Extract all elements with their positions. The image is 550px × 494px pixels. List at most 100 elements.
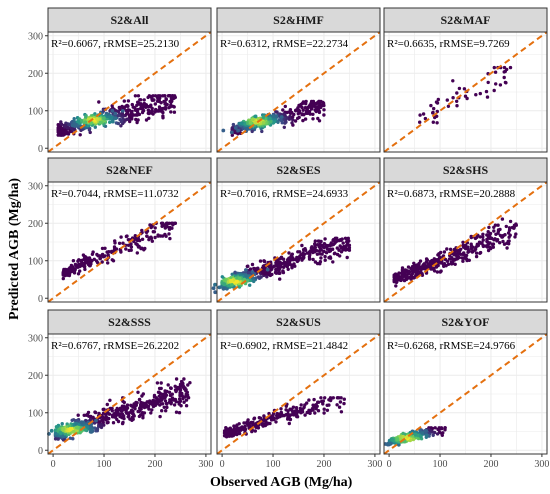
data-point (291, 115, 295, 119)
data-point (229, 430, 233, 434)
data-point (303, 248, 308, 252)
data-point-dense (267, 116, 272, 121)
data-point (246, 418, 250, 422)
data-point (130, 102, 134, 107)
data-point (443, 426, 447, 430)
facet-panel-s2-sss: S2&SSS R²=0.6767, rRMSE=26.2202 0 100 200 300… (28, 309, 213, 470)
data-point (461, 240, 465, 244)
data-point (128, 119, 132, 124)
panel-grid: S2&All R²=0.6067, rRMSE=25.2130 0 100 200 300… (28, 7, 549, 470)
data-point (322, 245, 326, 250)
data-point (451, 96, 455, 100)
data-point (283, 263, 287, 268)
data-point (455, 104, 459, 108)
panel-border (216, 333, 381, 455)
stat-annotation: R²=0.7016, rRMSE=24.6933 (220, 188, 349, 200)
data-point (410, 272, 414, 276)
data-point (56, 128, 60, 132)
data-point-dense (113, 116, 118, 121)
facet-strip-title: S2&SES (276, 163, 320, 177)
data-point (147, 116, 151, 121)
data-point (247, 424, 251, 428)
data-point (504, 81, 508, 85)
data-point (173, 95, 177, 100)
data-point (119, 235, 123, 239)
data-point-dense (213, 282, 217, 287)
data-point (167, 390, 172, 394)
data-point (140, 411, 145, 415)
data-point (178, 382, 183, 387)
data-point (502, 75, 506, 80)
data-point (76, 259, 80, 263)
data-point (267, 411, 271, 416)
data-point (442, 250, 447, 254)
data-point (265, 421, 270, 425)
data-point (250, 262, 255, 267)
data-point (452, 253, 456, 257)
data-point (317, 239, 321, 243)
data-point (423, 116, 428, 121)
data-point (93, 410, 98, 415)
data-point (100, 246, 105, 251)
data-point (253, 429, 257, 433)
data-point (465, 96, 469, 101)
data-point (129, 408, 134, 412)
data-point (114, 109, 119, 113)
data-point (124, 118, 128, 122)
data-point (261, 264, 265, 268)
data-point (301, 108, 305, 112)
data-point (116, 419, 121, 424)
data-point (412, 264, 416, 268)
data-point (317, 249, 321, 253)
stat-annotation: R²=0.6635, rRMSE=9.7269 (387, 38, 510, 50)
data-point (323, 237, 327, 241)
data-point (492, 88, 496, 93)
data-point (278, 271, 282, 275)
data-point (115, 406, 119, 411)
data-point (130, 117, 134, 121)
data-point (53, 428, 58, 433)
data-point (435, 258, 439, 262)
data-point (505, 246, 509, 250)
data-point (133, 108, 137, 112)
one-to-one-line (383, 333, 548, 455)
data-point (71, 259, 76, 263)
data-point (290, 252, 294, 256)
facet-panel-s2-maf: S2&MAF R²=0.6635, rRMSE=9.7269 (383, 7, 548, 153)
data-point (146, 404, 151, 408)
data-point (455, 99, 459, 104)
data-point-dense (79, 420, 84, 424)
data-point (501, 239, 505, 244)
data-point (272, 417, 276, 422)
data-point (161, 110, 165, 115)
data-point (88, 418, 93, 422)
data-point (136, 390, 140, 394)
data-point (100, 260, 104, 264)
data-point (260, 129, 264, 134)
data-point (135, 251, 139, 255)
data-point-dense (418, 434, 423, 438)
data-point (86, 262, 91, 266)
data-point (116, 121, 121, 126)
y-tick-label: 300 (28, 181, 43, 192)
data-point (301, 118, 305, 123)
data-point-dense (113, 111, 118, 116)
data-point (500, 235, 504, 239)
data-point (344, 246, 348, 251)
data-point (159, 402, 164, 406)
stat-annotation: R²=0.6067, rRMSE=25.2130 (51, 38, 180, 50)
data-point (474, 254, 479, 259)
data-point (129, 242, 133, 246)
data-point (333, 241, 337, 245)
data-point-dense (244, 273, 249, 278)
data-point (493, 70, 498, 74)
data-point (345, 255, 349, 260)
data-point (149, 103, 153, 107)
data-point (246, 264, 250, 268)
data-point (137, 414, 142, 419)
data-point (158, 414, 162, 419)
data-point (446, 104, 451, 109)
data-point (288, 114, 292, 119)
data-point-dense (222, 282, 227, 287)
data-point (324, 251, 329, 255)
